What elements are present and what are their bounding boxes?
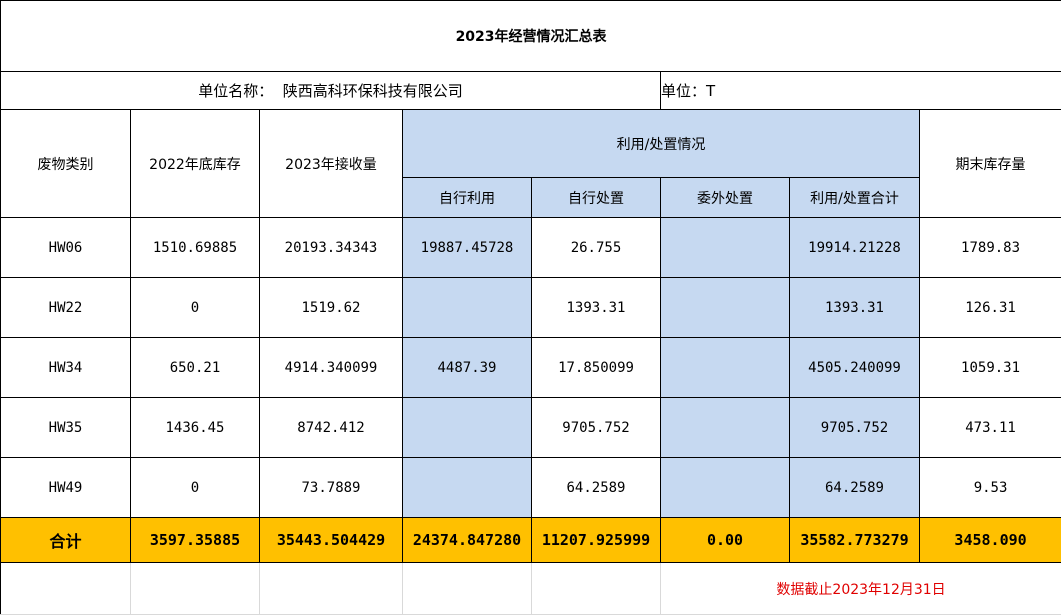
cell-usage-total: 19914.21228: [789, 217, 920, 278]
cell-usage-total: 4505.240099: [789, 337, 920, 398]
header-usage-total: 利用/处置合计: [789, 177, 920, 218]
total-usage-total: 35582.773279: [789, 517, 920, 563]
cell-self-use: 19887.45728: [402, 217, 532, 278]
cell-self-disposal: 26.755: [531, 217, 661, 278]
header-self-disposal: 自行处置: [531, 177, 661, 218]
cell-outsourced: [660, 457, 790, 518]
cell-self-use: [402, 397, 532, 458]
cell-outsourced: [660, 217, 790, 278]
company-cell: 单位名称： 陕西高科环保科技有限公司: [0, 71, 661, 110]
table-row: HW34 650.21 4914.340099 4487.39 17.85009…: [0, 337, 1061, 398]
cell-ending-stock: 9.53: [918, 457, 1061, 518]
cell-self-disposal: 17.850099: [531, 337, 661, 398]
table-row: HW22 0 1519.62 1393.31 1393.31 126.31: [0, 277, 1061, 338]
cell-received-2023: 1519.62: [259, 277, 403, 338]
empty-cell: [402, 562, 532, 615]
cell-category: HW06: [0, 217, 131, 278]
cell-category: HW22: [0, 277, 131, 338]
header-stock-2022: 2022年底库存: [130, 109, 260, 218]
header-usage-group: 利用/处置情况: [402, 109, 920, 178]
company-name: 陕西高科环保科技有限公司: [282, 82, 463, 100]
cell-stock-2022: 1510.69885: [130, 217, 260, 278]
empty-cell: [130, 562, 260, 615]
cell-received-2023: 8742.412: [259, 397, 403, 458]
empty-cell: [531, 562, 661, 615]
total-self-use: 24374.847280: [402, 517, 532, 563]
cell-usage-total: 64.2589: [789, 457, 920, 518]
table-row: HW06 1510.69885 20193.34343 19887.45728 …: [0, 217, 1061, 278]
empty-cell: [0, 562, 131, 615]
cell-self-use: [402, 457, 532, 518]
cell-usage-total: 1393.31: [789, 277, 920, 338]
cell-stock-2022: 0: [130, 457, 260, 518]
cell-self-disposal: 1393.31: [531, 277, 661, 338]
cell-ending-stock: 473.11: [918, 397, 1061, 458]
cell-outsourced: [660, 397, 790, 458]
cell-category: HW49: [0, 457, 131, 518]
cell-outsourced: [660, 277, 790, 338]
cell-stock-2022: 650.21: [130, 337, 260, 398]
header-ending-stock: 期末库存量: [918, 109, 1061, 218]
total-outsourced: 0.00: [660, 517, 790, 563]
footer-row: 数据截止2023年12月31日: [0, 562, 1061, 615]
cell-ending-stock: 1059.31: [918, 337, 1061, 398]
total-received-2023: 35443.504429: [259, 517, 403, 563]
empty-cell: [259, 562, 403, 615]
table-title: 2023年经营情况汇总表: [0, 0, 1061, 72]
cell-received-2023: 73.7889: [259, 457, 403, 518]
cell-stock-2022: 1436.45: [130, 397, 260, 458]
table-row: HW35 1436.45 8742.412 9705.752 9705.752 …: [0, 397, 1061, 458]
header-self-use: 自行利用: [402, 177, 532, 218]
cell-usage-total: 9705.752: [789, 397, 920, 458]
unit-row: 单位名称： 陕西高科环保科技有限公司 单位：T: [0, 71, 1061, 110]
cell-ending-stock: 126.31: [918, 277, 1061, 338]
cell-category: HW34: [0, 337, 131, 398]
total-stock-2022: 3597.35885: [130, 517, 260, 563]
header-category: 废物类别: [0, 109, 131, 218]
cell-received-2023: 20193.34343: [259, 217, 403, 278]
total-row: 合计 3597.35885 35443.504429 24374.847280 …: [0, 517, 1061, 563]
cell-outsourced: [660, 337, 790, 398]
cell-ending-stock: 1789.83: [918, 217, 1061, 278]
total-label: 合计: [0, 517, 131, 563]
cell-self-use: 4487.39: [402, 337, 532, 398]
cell-self-disposal: 64.2589: [531, 457, 661, 518]
data-cutoff-note: 数据截止2023年12月31日: [659, 562, 1061, 615]
table-row: HW49 0 73.7889 64.2589 64.2589 9.53: [0, 457, 1061, 518]
company-label: 单位名称：: [198, 82, 274, 100]
total-ending-stock: 3458.090: [918, 517, 1061, 563]
cell-stock-2022: 0: [130, 277, 260, 338]
cell-self-use: [402, 277, 532, 338]
cell-self-disposal: 9705.752: [531, 397, 661, 458]
unit-text: 单位：T: [659, 71, 1061, 110]
header-outsourced: 委外处置: [660, 177, 790, 218]
total-self-disposal: 11207.925999: [531, 517, 661, 563]
header-received-2023: 2023年接收量: [259, 109, 403, 218]
cell-category: HW35: [0, 397, 131, 458]
cell-received-2023: 4914.340099: [259, 337, 403, 398]
